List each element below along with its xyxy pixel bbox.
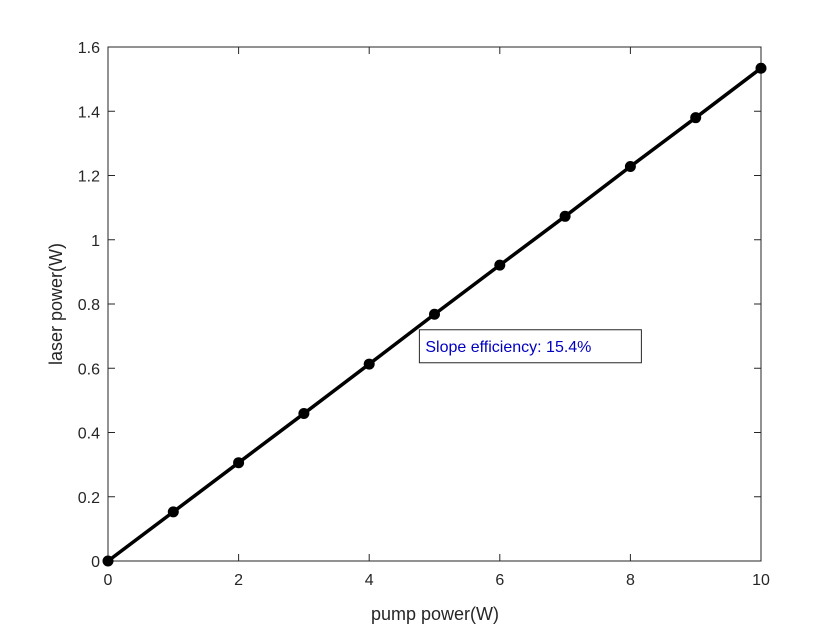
y-tick-label-3: 0.6 [78, 361, 100, 378]
data-point-3 [298, 408, 310, 420]
data-point-5 [429, 308, 440, 320]
y-tick-label-1: 0.2 [78, 490, 100, 507]
data-point-7 [559, 210, 571, 222]
y-axis-label: laser power(W) [46, 243, 66, 365]
data-point-0 [102, 555, 114, 567]
slope-annotation: Slope efficiency: 15.4% [418, 329, 642, 364]
data-point-2 [233, 457, 245, 469]
x-axis-label: pump power(W) [371, 604, 499, 624]
plot-area: 0 2 4 6 8 10 0 0.2 0.4 0.6 0.8 1 1.2 1.4 1.6 [78, 40, 770, 589]
annotation-box [418, 329, 642, 364]
data-point-8 [624, 161, 636, 173]
data-point-1 [167, 506, 179, 518]
annotation-text: Slope efficiency: 15.4% [425, 339, 591, 356]
data-point-6 [494, 259, 506, 271]
y-tick-label-8: 1.6 [78, 40, 100, 57]
x-tick-label-1: 2 [234, 572, 243, 589]
x-tick-label-2: 4 [365, 572, 374, 589]
y-tick-label-7: 1.4 [78, 104, 100, 121]
y-tick-label-0: 0 [91, 554, 100, 571]
y-tick-label-2: 0.4 [78, 426, 100, 443]
x-tick-label-3: 6 [495, 572, 504, 589]
y-tick-label-6: 1.2 [78, 169, 100, 186]
data-point-4 [363, 358, 375, 370]
x-tick-label-0: 0 [104, 572, 113, 589]
y-tick-label-5: 1 [91, 233, 100, 250]
data-point-10 [755, 62, 767, 74]
y-tick-label-4: 0.8 [78, 297, 100, 314]
x-tick-label-5: 10 [752, 572, 770, 589]
x-tick-label-4: 8 [626, 572, 635, 589]
data-point-9 [690, 112, 702, 124]
axes-box [107, 46, 762, 562]
